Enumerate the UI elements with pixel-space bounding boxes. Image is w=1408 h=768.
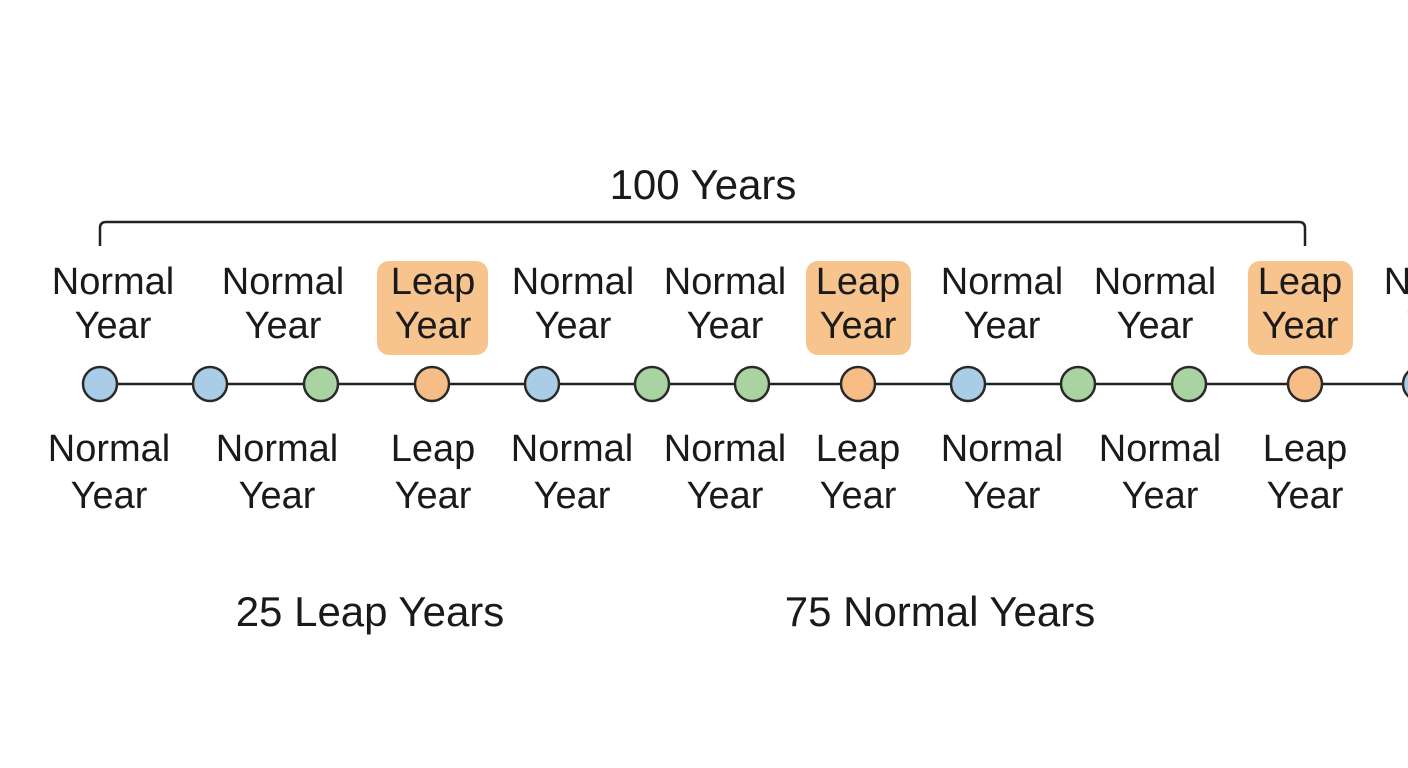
leap-highlight: [806, 261, 911, 355]
bottom-label: Leap: [1263, 428, 1348, 470]
top-label: Year: [1407, 305, 1408, 347]
top-label: Normal: [1094, 261, 1216, 303]
year-dot: [302, 365, 340, 403]
top-label: Normal: [941, 261, 1063, 303]
top-label: Normal: [1384, 261, 1408, 303]
title: 100 Years: [610, 161, 797, 208]
year-dot: [1286, 365, 1324, 403]
top-label: Normal: [52, 261, 174, 303]
year-dot: [81, 365, 119, 403]
bottom-label: Year: [239, 475, 316, 517]
leap-summary: 25 Leap Years: [236, 588, 505, 635]
bottom-label: Normal: [48, 428, 170, 470]
bottom-label: Normal: [511, 428, 633, 470]
top-label: Year: [820, 305, 897, 347]
year-dot: [633, 365, 671, 403]
bottom-label: Year: [964, 475, 1041, 517]
bottom-label: Year: [71, 475, 148, 517]
year-dot: [1401, 370, 1408, 398]
normal-summary: 75 Normal Years: [785, 588, 1096, 635]
leap-highlight: [377, 261, 488, 355]
year-dot: [1059, 365, 1097, 403]
bottom-label: Leap: [816, 428, 901, 470]
top-label: Year: [395, 305, 472, 347]
top-label: Year: [535, 305, 612, 347]
bottom-label: Year: [395, 475, 472, 517]
bottom-label: Normal: [216, 428, 338, 470]
year-dot: [949, 365, 987, 403]
bottom-label: Year: [687, 475, 764, 517]
top-label: Normal: [512, 261, 634, 303]
top-label: Year: [687, 305, 764, 347]
bottom-label: Year: [820, 475, 897, 517]
top-label: Leap: [1258, 261, 1343, 303]
bottom-label: Leap: [391, 428, 476, 470]
top-label: Normal: [222, 261, 344, 303]
bracket: [98, 220, 1307, 246]
bottom-label: Year: [534, 475, 611, 517]
bottom-label: Normal: [941, 428, 1063, 470]
leap-highlight: [1248, 261, 1353, 355]
top-label: Year: [1117, 305, 1194, 347]
year-dot: [733, 365, 771, 403]
top-label: Year: [964, 305, 1041, 347]
year-dot: [1170, 365, 1208, 403]
top-label: Year: [245, 305, 322, 347]
year-dot: [413, 365, 451, 403]
year-dot: [191, 365, 229, 403]
bottom-label: Year: [1267, 475, 1344, 517]
bottom-label: Normal: [664, 428, 786, 470]
top-label: Leap: [816, 261, 901, 303]
year-dot: [839, 365, 877, 403]
top-label: Year: [1262, 305, 1339, 347]
bottom-label: Year: [1122, 475, 1199, 517]
top-label: Year: [75, 305, 152, 347]
year-dot: [523, 365, 561, 403]
bottom-label: Normal: [1099, 428, 1221, 470]
top-label: Normal: [664, 261, 786, 303]
top-label: Leap: [391, 261, 476, 303]
